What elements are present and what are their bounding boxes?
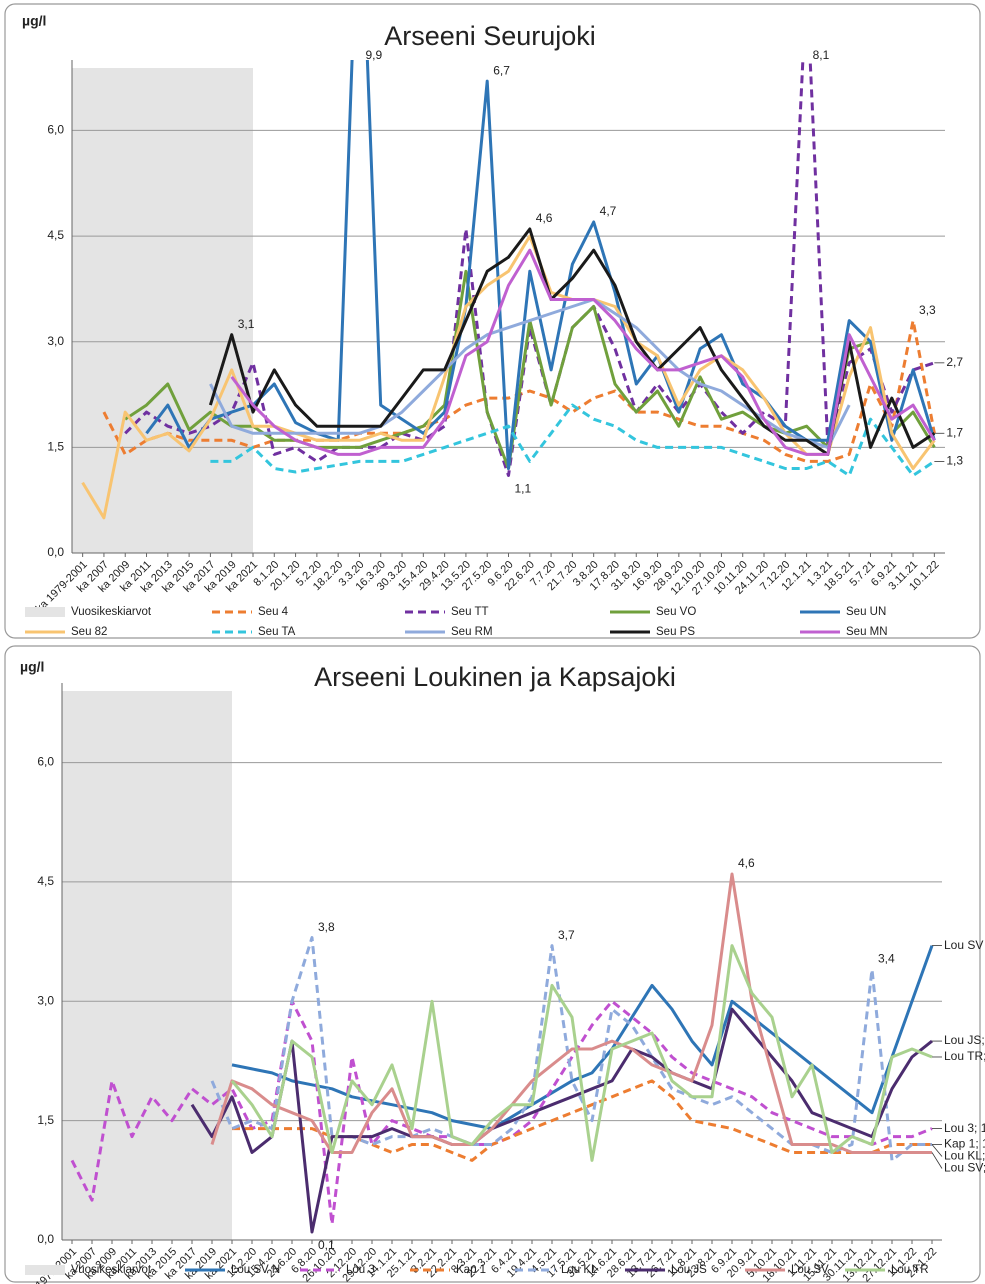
value-label: Lou SV N; 3,7 bbox=[944, 938, 985, 952]
value-label: 1,7 bbox=[946, 425, 963, 439]
y-tick-label: 0,0 bbox=[47, 545, 64, 559]
legend-label: Seu TT bbox=[451, 606, 489, 618]
y-tick-label: 3,0 bbox=[47, 334, 64, 348]
chart-title: Arseeni Seurujoki bbox=[384, 21, 596, 51]
series-line bbox=[124, 60, 935, 477]
legend-label: Seu VO bbox=[656, 606, 696, 618]
value-label: Lou SV; 1,1 bbox=[944, 1161, 985, 1175]
y-tick-label: 1,5 bbox=[37, 1113, 54, 1127]
value-label: 3,1 bbox=[238, 317, 255, 331]
value-label: Lou JS; 2,5 bbox=[944, 1033, 985, 1047]
value-label: Lou 3; 1,4 bbox=[944, 1121, 985, 1135]
legend-label: Kap 1 bbox=[456, 1264, 486, 1276]
unit-label: µg/l bbox=[20, 659, 44, 675]
value-label: 6,7 bbox=[493, 63, 510, 77]
leader-line bbox=[931, 1152, 943, 1169]
series-line bbox=[208, 227, 936, 456]
value-label: Lou TR; 2,3 bbox=[944, 1049, 985, 1063]
legend-swatch bbox=[25, 1265, 65, 1275]
y-tick-label: 1,5 bbox=[47, 440, 64, 454]
legend-label: Lou 3 bbox=[346, 1264, 375, 1276]
y-tick-label: 0,0 bbox=[37, 1232, 54, 1246]
unit-label: µg/l bbox=[22, 13, 46, 29]
chart-title: Arseeni Loukinen ja Kapsajoki bbox=[314, 662, 676, 692]
y-tick-label: 4,5 bbox=[37, 874, 54, 888]
y-tick-label: 3,0 bbox=[37, 993, 54, 1007]
panel-frame bbox=[4, 645, 981, 1283]
value-label: 3,4 bbox=[878, 952, 895, 966]
y-tick-label: 6,0 bbox=[37, 755, 54, 769]
plot-area bbox=[70, 872, 934, 1234]
legend-label: Seu 4 bbox=[258, 606, 289, 618]
legend-swatch bbox=[25, 607, 65, 617]
shaded-period bbox=[62, 691, 232, 1240]
value-label: 4,6 bbox=[738, 856, 755, 870]
series-line bbox=[210, 403, 936, 477]
legend-label: Lou SV N bbox=[231, 1264, 280, 1276]
legend-label: Lou JS bbox=[671, 1264, 707, 1276]
series-line bbox=[190, 1007, 933, 1234]
value-label: 8,1 bbox=[813, 48, 830, 62]
y-tick-label: 4,5 bbox=[47, 228, 64, 242]
shaded-period bbox=[72, 68, 253, 553]
value-label: 0,1 bbox=[318, 1238, 335, 1252]
legend-label: Lou SV bbox=[791, 1264, 829, 1276]
legend-label: Lou TR bbox=[891, 1264, 929, 1276]
leader-line bbox=[931, 1144, 943, 1157]
legend-label: Seu TA bbox=[258, 626, 296, 638]
legend-label: Vuosikeskiarvot bbox=[71, 1264, 152, 1276]
value-label: Kap 1; 1,2 bbox=[944, 1137, 985, 1151]
series-line bbox=[230, 944, 933, 1162]
series-line bbox=[209, 298, 851, 449]
value-label: 3,3 bbox=[919, 303, 936, 317]
legend-label: Vuosikeskiarvot bbox=[71, 606, 152, 618]
plot-area bbox=[81, 60, 936, 520]
series-line bbox=[70, 999, 933, 1226]
value-label: 4,6 bbox=[536, 211, 553, 225]
legend-label: Seu UN bbox=[846, 606, 886, 618]
legend-label: Seu MN bbox=[846, 626, 888, 638]
value-label: 4,7 bbox=[600, 204, 617, 218]
legend-label: Seu PS bbox=[656, 626, 695, 638]
value-label: 9,9 bbox=[365, 48, 382, 62]
value-label: 3,7 bbox=[558, 928, 575, 942]
series-line bbox=[230, 248, 936, 456]
value-label: 1,1 bbox=[515, 482, 532, 496]
value-label: Lou KL; 1,2 bbox=[944, 1149, 985, 1163]
panel-frame bbox=[4, 3, 981, 639]
legend-label: Lou KL bbox=[561, 1264, 598, 1276]
value-label: 1,3 bbox=[946, 454, 963, 468]
series-line bbox=[145, 60, 936, 470]
legend-label: Seu 82 bbox=[71, 626, 107, 638]
value-label: 3,8 bbox=[318, 920, 335, 934]
y-tick-label: 6,0 bbox=[47, 123, 64, 137]
value-label: 2,7 bbox=[946, 355, 963, 369]
legend-label: Seu RM bbox=[451, 626, 493, 638]
